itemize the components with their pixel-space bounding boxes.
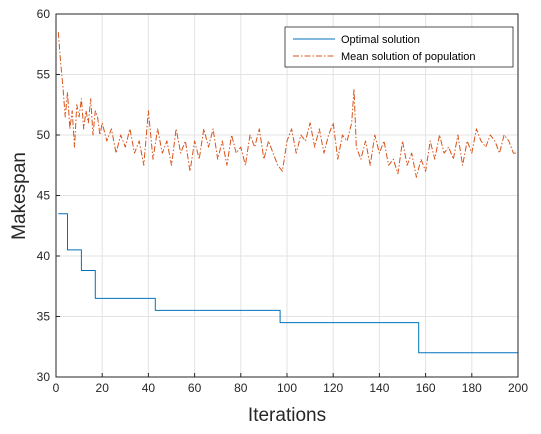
x-tick-label: 0: [53, 381, 60, 395]
y-tick-label: 30: [37, 370, 51, 384]
y-tick-label: 55: [37, 68, 51, 82]
series-line-1: [58, 213, 518, 354]
x-axis-title: Iterations: [248, 405, 326, 426]
legend-label-2: Mean solution of population: [341, 51, 476, 63]
x-tick-label: 140: [369, 381, 389, 395]
ticks: 0 20 40 60 80 100 120 140 160 180 200 30 35 40 45 50 55 6…: [37, 7, 529, 395]
x-tick-label: 80: [234, 381, 248, 395]
y-tick-label: 35: [37, 310, 51, 324]
x-tick-label: 160: [416, 381, 436, 395]
x-tick-label: 100: [277, 381, 297, 395]
legend-label-1: Optimal solution: [341, 34, 420, 46]
y-tick-label: 50: [37, 128, 51, 142]
legend: Optimal solution Mean solution of populat…: [284, 26, 514, 68]
x-tick-label: 20: [96, 381, 110, 395]
y-axis-title: Makespan: [9, 152, 30, 240]
y-tick-label: 60: [37, 7, 51, 21]
x-tick-label: 200: [508, 381, 528, 395]
x-tick-label: 60: [188, 381, 202, 395]
x-tick-label: 180: [462, 381, 482, 395]
x-tick-label: 40: [142, 381, 156, 395]
series-layer: [57, 32, 518, 354]
x-tick-label: 120: [323, 381, 343, 395]
y-tick-label: 45: [37, 189, 51, 203]
legend-box: [284, 26, 514, 68]
y-tick-label: 40: [37, 249, 51, 263]
